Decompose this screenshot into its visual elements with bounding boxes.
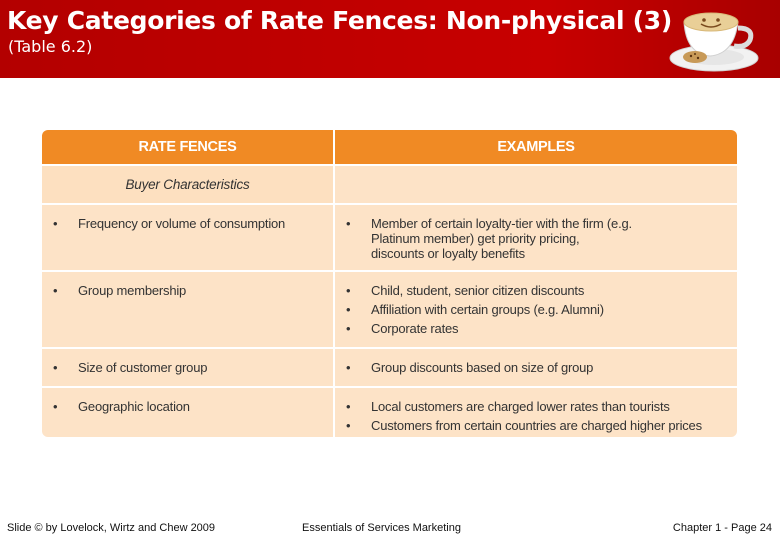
- fence-group-membership: Group membership: [42, 283, 333, 298]
- example-child-student-senior: Child, student, senior citizen discounts: [335, 283, 737, 298]
- title-bar: Key Categories of Rate Fences: Non-physi…: [0, 0, 780, 78]
- footer-copyright: Slide © by Lovelock, Wirtz and Chew 2009: [7, 522, 216, 534]
- column-header-examples: EXAMPLES: [335, 130, 737, 164]
- section-label-cell: Buyer Characteristics: [42, 166, 333, 203]
- example-loyalty-tier: Member of certain loyalty-tier with the …: [335, 216, 632, 261]
- table-row-4-examples: Local customers are charged lower rates …: [335, 388, 737, 437]
- example-certain-countries: Customers from certain countries are cha…: [335, 418, 737, 433]
- rate-fences-table: RATE FENCES EXAMPLES Buyer Characteristi…: [42, 130, 737, 437]
- table-row-4-fence: Geographic location: [42, 388, 333, 437]
- table-row-1-examples: Member of certain loyalty-tier with the …: [335, 205, 737, 270]
- slide-subtitle: (Table 6.2): [8, 37, 93, 56]
- coffee-cup-smiley-icon: [669, 12, 759, 72]
- table-row-2-fence: Group membership: [42, 272, 333, 347]
- example-group-discounts: Group discounts based on size of group: [335, 360, 737, 375]
- column-header-rate-fences: RATE FENCES: [42, 130, 333, 164]
- fence-frequency: Frequency or volume of consumption: [42, 216, 333, 231]
- example-local-customers: Local customers are charged lower rates …: [335, 399, 737, 414]
- footer-page-number: Chapter 1 - Page 24: [672, 522, 772, 534]
- table-row-3-fence: Size of customer group: [42, 349, 333, 386]
- footer-course-title: Essentials of Services Marketing: [302, 522, 461, 534]
- fence-geographic-location: Geographic location: [42, 399, 333, 414]
- section-label: Buyer Characteristics: [125, 177, 250, 192]
- table-row-2-examples: Child, student, senior citizen discounts…: [335, 272, 737, 347]
- slide-title: Key Categories of Rate Fences: Non-physi…: [7, 6, 673, 35]
- fence-group-size: Size of customer group: [42, 360, 333, 375]
- table-row-1-fence: Frequency or volume of consumption: [42, 205, 333, 270]
- example-affiliation: Affiliation with certain groups (e.g. Al…: [335, 302, 737, 317]
- table-row-3-examples: Group discounts based on size of group: [335, 349, 737, 386]
- section-empty-cell: [335, 166, 737, 203]
- example-corporate-rates: Corporate rates: [335, 321, 737, 336]
